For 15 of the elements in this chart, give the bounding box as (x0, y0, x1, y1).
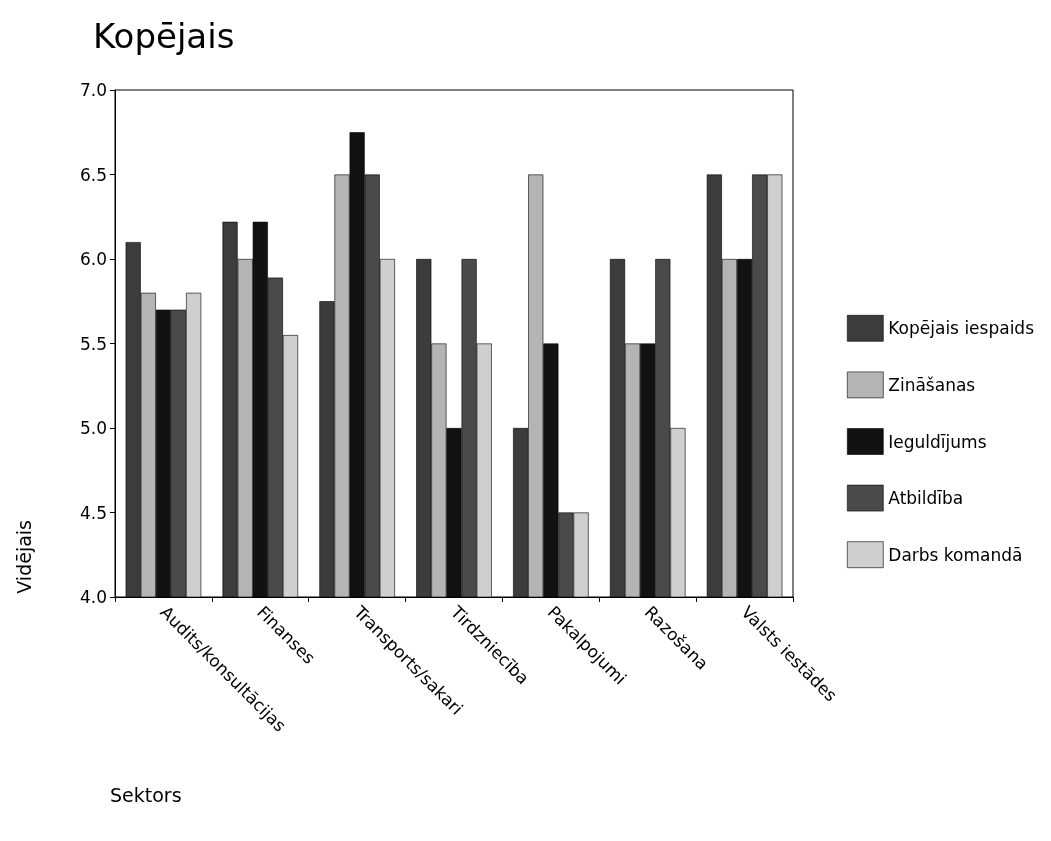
legend-label: Darbs komandā (888, 544, 1023, 565)
y-tick-label: 5.0 (79, 418, 107, 438)
x-axis-title: Sektors (110, 783, 182, 806)
chart-title: Kopējais (93, 16, 235, 56)
y-tick-label: 6.5 (79, 164, 107, 185)
legend-label: Ieguldījums (888, 431, 987, 452)
y-tick-label: 6.0 (79, 249, 107, 269)
legend-label: Kopējais iespaids (888, 318, 1035, 339)
y-tick-label: 4.5 (79, 502, 107, 523)
legend-label: Atbildība (888, 488, 964, 509)
y-tick-label: 7.0 (79, 80, 107, 100)
y-axis-title: Vidējais (12, 519, 35, 594)
y-tick-label: 5.5 (79, 333, 107, 354)
legend-label: Zināšanas (888, 374, 976, 395)
y-tick-label: 4.0 (79, 587, 107, 607)
